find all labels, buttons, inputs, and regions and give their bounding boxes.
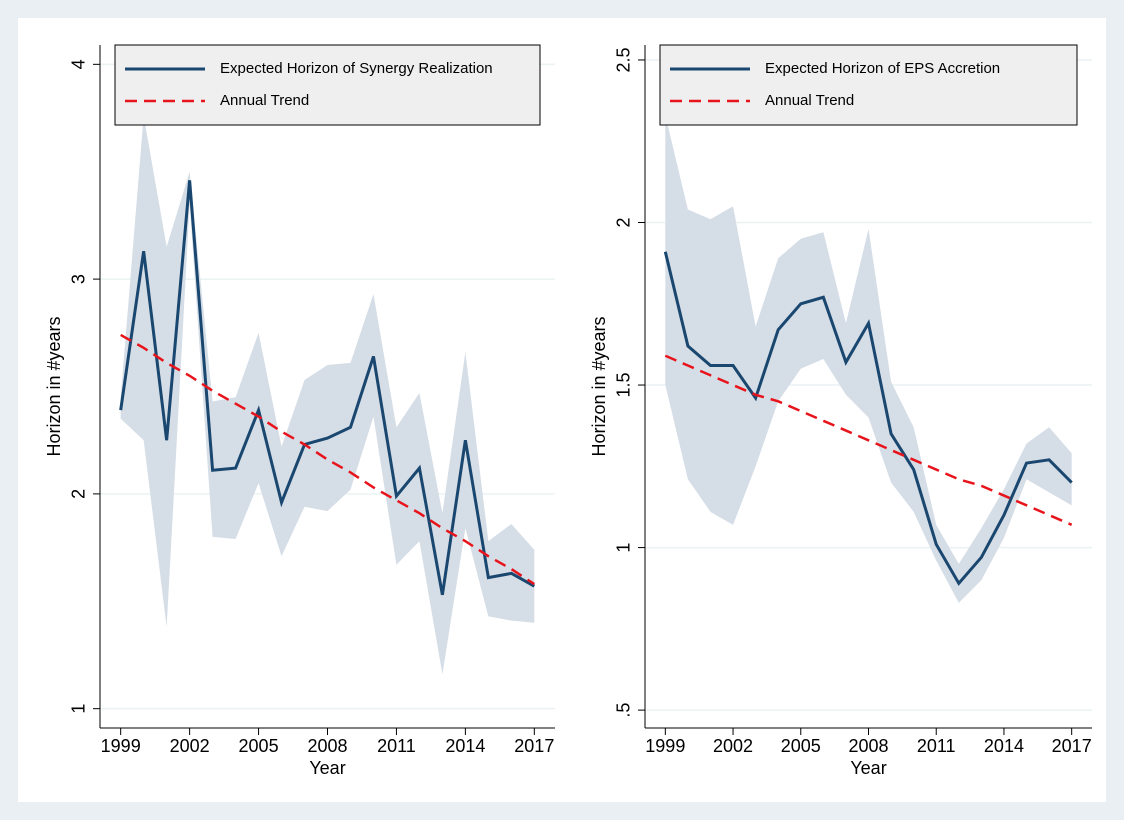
y-tick-label: .5 [614,703,634,718]
x-tick-label: 2002 [713,736,753,756]
x-tick-label: 1999 [645,736,685,756]
series-line [663,251,1073,586]
plot-background [18,18,1106,802]
x-tick-label: 2014 [984,736,1024,756]
x-tick-label: 2008 [848,736,888,756]
y-tick-label: 4 [69,59,89,69]
legend-box [114,44,541,126]
x-tick-label: 2008 [307,736,347,756]
x-tick-label: 2002 [170,736,210,756]
x-tick-label: 2005 [239,736,279,756]
x-tick-label: 2011 [917,736,956,756]
x-tick-label: 2005 [781,736,821,756]
x-tick-label: 2011 [377,736,416,756]
y-axis-title: Horizon in #years [44,316,64,456]
x-tick-label: 1999 [101,736,141,756]
y-tick-label: 1.5 [614,373,634,398]
legend-box [659,44,1078,126]
y-tick-label: 3 [69,274,89,284]
legend: Expected Horizon of EPS Accretion Annual … [659,44,1078,126]
y-tick-label: 1 [614,543,634,553]
legend: Expected Horizon of Synergy Realization A… [114,44,541,126]
legend-label: Annual Trend [765,92,854,109]
series-line [119,180,536,596]
legend-label: Expected Horizon of EPS Accretion [765,60,1000,77]
y-tick-label: 2.5 [614,47,634,72]
legend-label: Expected Horizon of Synergy Realization [220,60,493,77]
series-line [120,333,536,586]
x-tick-label: 2014 [445,736,485,756]
x-tick-label: 2017 [1052,736,1092,756]
series-line [664,354,1073,526]
x-axis-title: Year [309,758,345,778]
y-tick-label: 2 [69,489,89,499]
y-axis-title: Horizon in #years [589,316,609,456]
x-tick-label: 2017 [514,736,554,756]
x-axis-title: Year [850,758,886,778]
confidence-band [665,115,1072,603]
y-tick-label: 1 [69,704,89,714]
y-tick-label: 2 [614,217,634,227]
legend-label: Annual Trend [220,92,309,109]
